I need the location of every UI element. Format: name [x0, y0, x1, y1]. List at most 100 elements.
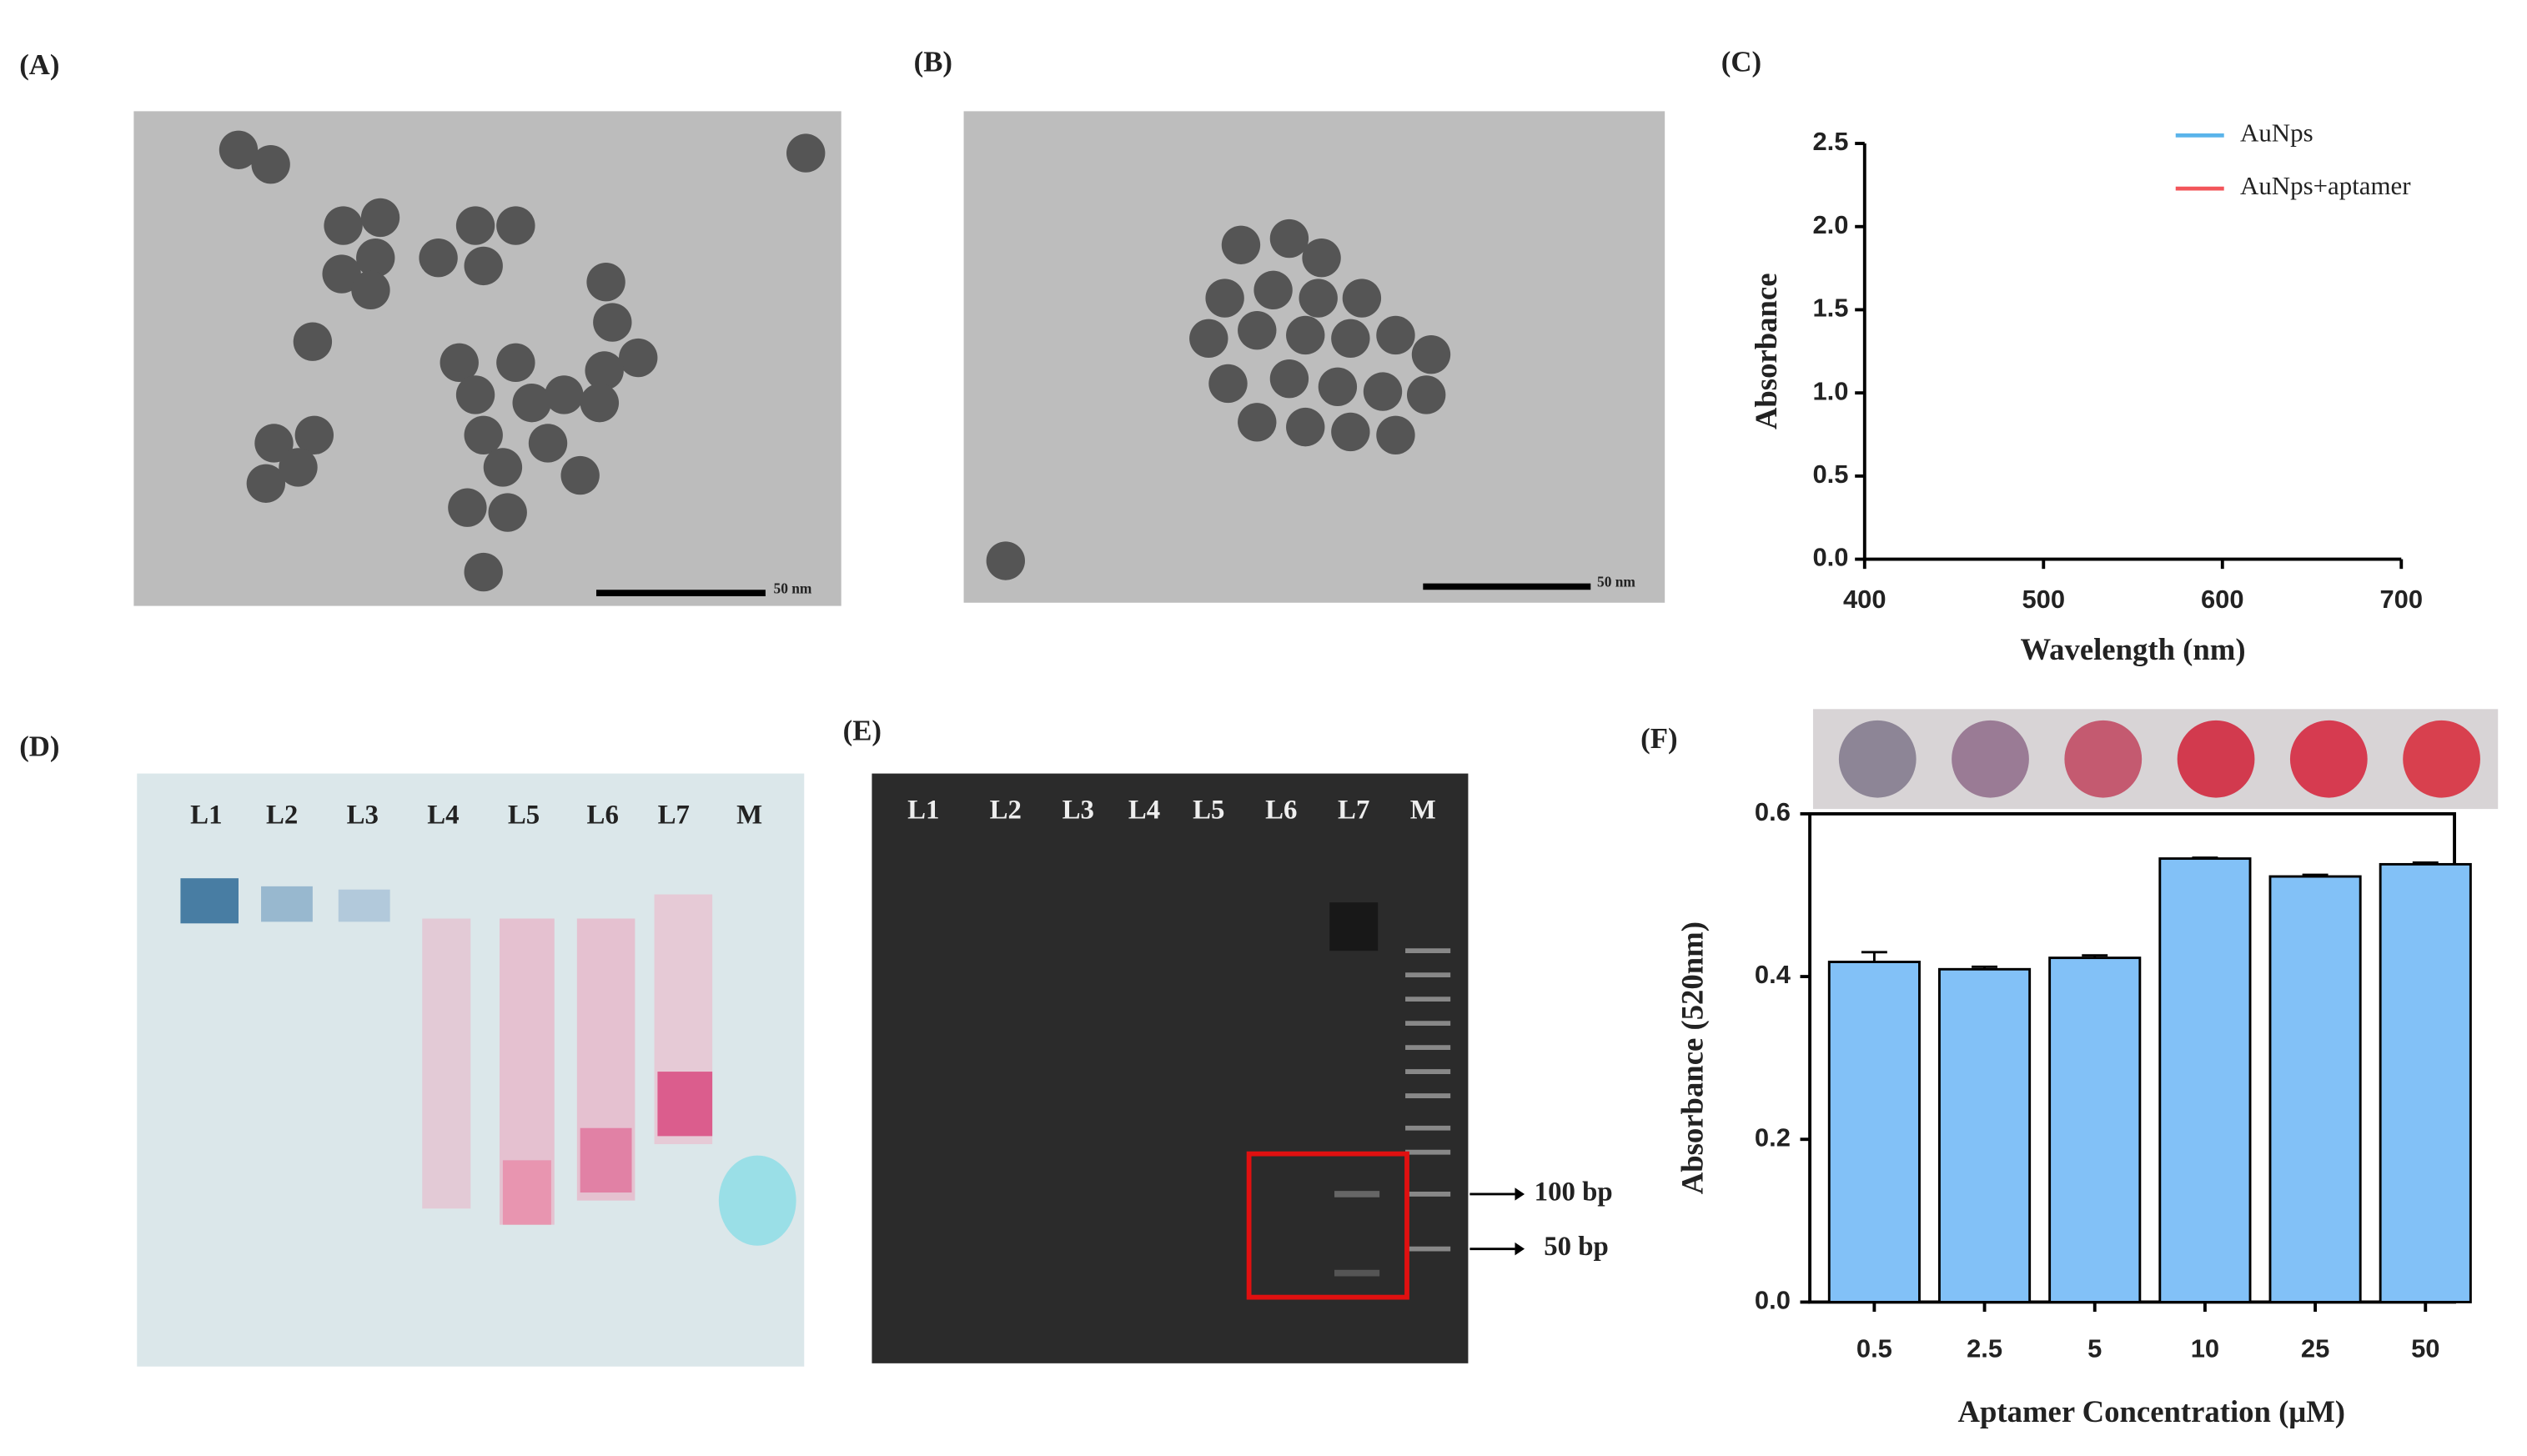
lane-label: L7	[658, 800, 690, 830]
particle	[586, 263, 625, 302]
particle	[464, 246, 503, 286]
particle	[356, 238, 395, 278]
marker-label: 100 bp	[1535, 1177, 1613, 1207]
arrow-head	[1515, 1242, 1525, 1256]
well	[2403, 720, 2480, 798]
y-axis-label: Absorbance (520nm)	[1675, 921, 1709, 1194]
y-axis-label: Absorbance	[1749, 273, 1783, 429]
ladder	[1405, 948, 1451, 1252]
x-tick-label: 500	[2022, 585, 2065, 614]
particle	[251, 144, 290, 184]
band	[657, 1072, 713, 1137]
legend-label: AuNps	[2240, 118, 2313, 147]
particle	[455, 375, 495, 414]
lane-label: L2	[990, 795, 1022, 825]
panel-label: (B)	[914, 45, 952, 78]
y-tick-label: 0.4	[1755, 960, 1791, 989]
bar	[1827, 961, 1921, 1303]
well	[2289, 720, 2368, 798]
particle	[1342, 279, 1382, 318]
bar	[1937, 967, 2032, 1303]
particle	[1376, 415, 1415, 454]
marker-spot	[718, 1155, 796, 1246]
lane-label: L4	[427, 800, 459, 830]
y-tick-label: 0.0	[1755, 1286, 1791, 1315]
particle	[593, 303, 632, 342]
y-tick-label: 0.0	[1812, 543, 1848, 572]
micrograph-b	[963, 111, 1665, 603]
x-tick-label: 50	[2411, 1334, 2439, 1363]
well	[2177, 720, 2255, 798]
particle	[1411, 334, 1451, 374]
particle	[419, 238, 458, 278]
particle	[464, 415, 503, 454]
particle	[1302, 238, 1341, 278]
lane-label: L5	[508, 800, 540, 830]
lane-label: L3	[347, 800, 379, 830]
band	[1329, 902, 1379, 951]
particle	[560, 455, 600, 495]
y-tick-label: 1.5	[1812, 294, 1848, 323]
lane-label: L1	[190, 800, 222, 830]
particle	[528, 424, 568, 463]
particle	[786, 133, 826, 173]
bar	[2158, 857, 2252, 1303]
wells-photo	[1812, 709, 2499, 810]
particle	[1253, 270, 1293, 310]
bar	[2379, 862, 2472, 1303]
particle	[1299, 279, 1338, 318]
particle	[219, 130, 259, 169]
particle	[512, 383, 551, 423]
y-tick-label: 2.0	[1812, 210, 1848, 239]
particle	[1205, 279, 1244, 318]
particle	[279, 448, 318, 487]
particle	[1406, 375, 1446, 414]
well	[2064, 720, 2143, 798]
y-tick-label: 0.5	[1812, 459, 1848, 489]
marker-label: 50 bp	[1544, 1232, 1609, 1262]
particle	[496, 206, 535, 245]
x-tick-label: 10	[2191, 1334, 2219, 1363]
x-tick-label: 0.5	[1856, 1334, 1892, 1363]
particle	[483, 448, 523, 487]
particle	[1286, 315, 1325, 355]
particle	[324, 206, 363, 245]
bar	[2048, 956, 2142, 1303]
y-tick-label: 0.2	[1755, 1122, 1791, 1152]
x-tick-label: 5	[2087, 1334, 2102, 1363]
particle	[1376, 315, 1415, 355]
x-tick-label: 400	[1843, 585, 1886, 614]
scale-bar-label: 50 nm	[774, 580, 812, 596]
gel-e	[872, 773, 1469, 1363]
y-tick-label: 2.5	[1812, 127, 1848, 156]
wells	[1838, 720, 2480, 798]
band	[338, 889, 390, 922]
x-tick-label: 25	[2301, 1334, 2329, 1363]
lane-labels: L1 L2 L3 L4 L5 L6 L7 M	[907, 795, 1436, 825]
particle	[1331, 412, 1370, 452]
particle	[1331, 319, 1370, 359]
lane-label: M	[736, 800, 762, 830]
particle	[1238, 310, 1277, 350]
y-tick-label: 1.0	[1812, 376, 1848, 405]
particle	[448, 488, 487, 527]
x-axis-label: Wavelength (nm)	[2020, 632, 2245, 666]
particle	[1189, 319, 1228, 359]
lane-label: M	[1410, 795, 1436, 825]
particle	[619, 338, 658, 378]
lane-label: L2	[266, 800, 298, 830]
x-tick-label: 2.5	[1967, 1334, 2002, 1363]
bar	[2268, 875, 2362, 1303]
particle	[294, 415, 334, 454]
panel-label: (D)	[19, 731, 59, 763]
particle	[986, 541, 1026, 580]
panel-label: (F)	[1640, 722, 1677, 755]
particle	[1269, 218, 1309, 259]
panel-label: (E)	[843, 714, 882, 746]
band	[180, 878, 239, 924]
particles	[219, 130, 1451, 592]
lane-label: L7	[1338, 795, 1369, 825]
highlight-box	[1246, 1151, 1409, 1300]
lane-labels: L1 L2 L3 L4 L5 L6 L7 M	[190, 800, 762, 830]
